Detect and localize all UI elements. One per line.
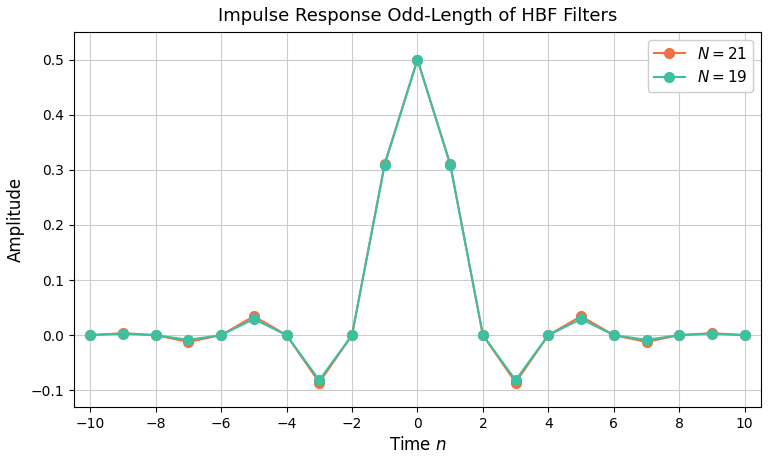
$N = 19$ — [250, 316, 259, 322]
$N = 19$ — [151, 332, 161, 338]
$N = 19$ — [740, 332, 750, 338]
$N = 21$ — [315, 380, 324, 385]
$N = 19$ — [413, 57, 422, 62]
$N = 21$ — [577, 313, 586, 319]
Legend: $N = 21$, $N = 19$: $N = 21$, $N = 19$ — [648, 40, 753, 92]
Title: Impulse Response Odd-Length of HBF Filters: Impulse Response Odd-Length of HBF Filte… — [218, 7, 617, 25]
$N = 19$ — [315, 378, 324, 383]
$N = 19$ — [577, 316, 586, 322]
$N = 19$ — [609, 332, 618, 338]
$N = 21$ — [250, 313, 259, 319]
$N = 21$ — [445, 161, 455, 166]
$N = 21$ — [674, 332, 684, 338]
$N = 19$ — [642, 337, 651, 343]
$N = 19$ — [118, 331, 127, 337]
$N = 21$ — [707, 331, 717, 336]
$N = 21$ — [544, 332, 553, 338]
$N = 21$ — [217, 332, 226, 338]
$N = 21$ — [511, 380, 520, 385]
$N = 21$ — [85, 332, 94, 338]
$N = 21$ — [642, 339, 651, 345]
X-axis label: Time $n$: Time $n$ — [389, 436, 446, 454]
$N = 19$ — [707, 331, 717, 337]
$N = 21$ — [413, 57, 422, 62]
$N = 19$ — [478, 332, 488, 338]
Y-axis label: Amplitude: Amplitude — [7, 177, 25, 262]
$N = 19$ — [544, 332, 553, 338]
$N = 21$ — [347, 332, 356, 338]
$N = 19$ — [674, 332, 684, 338]
$N = 19$ — [445, 162, 455, 167]
$N = 21$ — [478, 332, 488, 338]
$N = 19$ — [380, 162, 389, 167]
$N = 19$ — [85, 332, 94, 338]
$N = 21$ — [282, 332, 291, 338]
Line: $N = 19$: $N = 19$ — [85, 55, 750, 385]
$N = 21$ — [184, 339, 193, 345]
$N = 21$ — [151, 332, 161, 338]
$N = 19$ — [282, 332, 291, 338]
$N = 21$ — [380, 161, 389, 166]
$N = 21$ — [118, 331, 127, 336]
$N = 21$ — [609, 332, 618, 338]
$N = 19$ — [184, 337, 193, 343]
$N = 19$ — [217, 332, 226, 338]
$N = 21$ — [740, 332, 750, 338]
$N = 19$ — [511, 378, 520, 383]
$N = 19$ — [347, 332, 356, 338]
Line: $N = 21$: $N = 21$ — [85, 55, 750, 387]
